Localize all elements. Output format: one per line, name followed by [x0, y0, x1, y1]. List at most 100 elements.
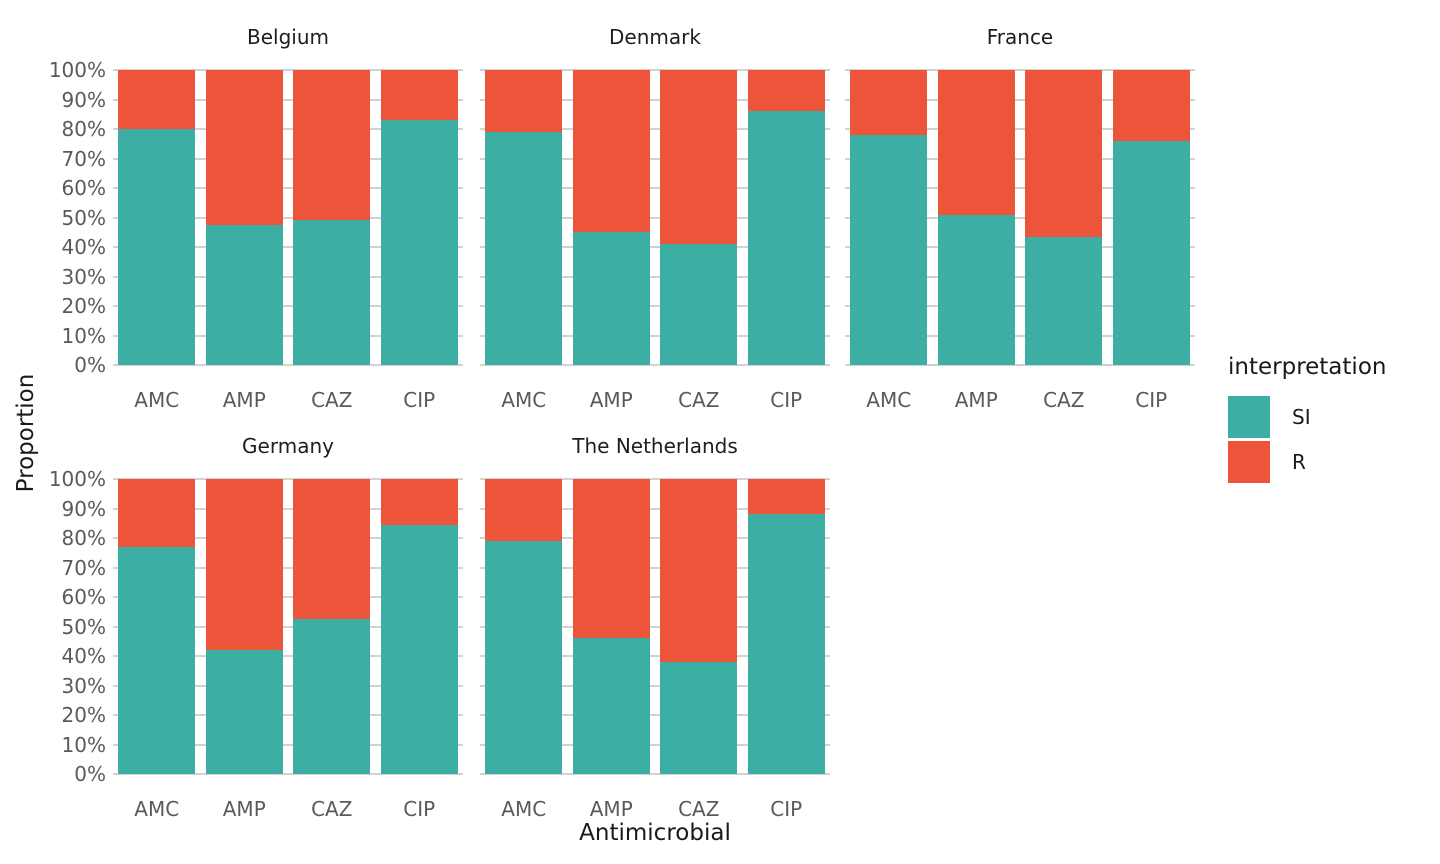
bar-segment-si	[747, 111, 825, 365]
y-tick-label-50: 50%	[61, 205, 106, 230]
x-tick-label-caz: CAZ	[678, 388, 720, 412]
bar-segment-si	[1025, 236, 1103, 365]
bar-segment-r	[293, 479, 371, 620]
gridline-40	[480, 655, 830, 657]
bar-segment-r	[747, 479, 825, 515]
x-tick-label-amp: AMP	[589, 797, 633, 821]
bar-segment-si	[572, 638, 650, 774]
bar-segment-r	[205, 479, 283, 651]
gridline-0	[480, 364, 830, 366]
gridline-70	[113, 566, 463, 569]
gridline-100	[113, 478, 463, 480]
gridline-80	[113, 128, 463, 130]
gridline-40	[113, 655, 463, 657]
x-tick-label-amp: AMP	[222, 388, 266, 412]
y-axis-ticks-row-1: 0% 10% 20% 30% 40% 50% 60% 70% 80% 90% 100%	[28, 58, 106, 377]
gridline-90	[845, 98, 1195, 101]
facet-netherlands: The Netherlands AMC AMP CAZ CIP	[480, 434, 830, 822]
gridline-90	[113, 507, 463, 510]
bar-belgium-cip	[380, 70, 458, 365]
bar-segment-r	[293, 70, 371, 221]
gridline-70	[845, 157, 1195, 160]
x-tick-label-amc: AMC	[134, 388, 180, 412]
y-tick-label-40: 40%	[61, 644, 106, 668]
gridline-80	[480, 537, 830, 539]
facet-title: France	[986, 25, 1054, 49]
panel-france	[845, 69, 1195, 366]
bar-segment-si	[850, 134, 928, 365]
x-tick-label-caz: CAZ	[678, 797, 720, 821]
gridline-50	[113, 216, 463, 219]
bar-france-cip	[1112, 70, 1190, 365]
bar-segment-si	[747, 514, 825, 774]
facet-belgium: Belgium AMC AMP CAZ CIP	[113, 25, 463, 413]
gridline-60	[113, 596, 463, 598]
bar-belgium-caz	[293, 70, 371, 365]
x-tick-label-amc: AMC	[501, 797, 547, 821]
gridline-70	[480, 157, 830, 160]
bar-denmark-cip	[747, 70, 825, 365]
bar-segment-r	[937, 70, 1015, 215]
x-tick-label-amc: AMC	[866, 388, 912, 412]
y-tick-label-100: 100%	[48, 58, 106, 82]
gridline-10	[113, 334, 463, 337]
panel-belgium	[113, 69, 463, 366]
facet-title: Belgium	[247, 25, 329, 49]
y-axis-ticks-row-2: 0% 10% 20% 30% 40% 50% 60% 70% 80% 90% 100%	[28, 467, 106, 786]
y-tick-label-30: 30%	[61, 264, 106, 289]
gridline-40	[845, 246, 1195, 248]
gridline-0	[480, 773, 830, 775]
legend-label-r: R	[1292, 450, 1306, 474]
x-tick-label-amc: AMC	[501, 388, 547, 412]
bar-the-netherlands-amp	[572, 479, 650, 774]
facet-france: France AMC AMP CAZ CIP	[845, 25, 1195, 413]
y-tick-label-30: 30%	[61, 673, 106, 698]
gridline-100	[845, 69, 1195, 71]
gridline-50	[113, 625, 463, 628]
y-tick-label-70: 70%	[61, 555, 106, 580]
gridline-90	[480, 98, 830, 101]
x-tick-label-cip: CIP	[770, 797, 803, 821]
gridline-100	[113, 69, 463, 71]
bar-segment-r	[572, 70, 650, 233]
x-axis-labels: AMC AMP CAZ CIP	[480, 796, 830, 822]
gridline-90	[113, 98, 463, 101]
legend-item-si: SI	[1228, 396, 1386, 438]
gridline-30	[845, 275, 1195, 278]
bar-the-netherlands-cip	[747, 479, 825, 774]
bar-belgium-amc	[118, 70, 196, 365]
y-tick-label-60: 60%	[61, 176, 106, 200]
bar-segment-si	[380, 524, 458, 774]
gridline-80	[113, 537, 463, 539]
gridline-0	[845, 364, 1195, 366]
gridline-60	[480, 596, 830, 598]
bar-france-amc	[850, 70, 928, 365]
bar-segment-r	[747, 70, 825, 112]
gridline-0	[113, 364, 463, 366]
gridline-60	[480, 187, 830, 189]
bar-belgium-amp	[205, 70, 283, 365]
legend-swatch-si	[1228, 396, 1270, 438]
y-tick-label-60: 60%	[61, 585, 106, 609]
gridline-20	[113, 714, 463, 716]
gridline-100	[480, 69, 830, 71]
facet-title: The Netherlands	[572, 434, 738, 458]
x-tick-label-amp: AMP	[222, 797, 266, 821]
x-axis-labels: AMC AMP CAZ CIP	[113, 387, 463, 413]
y-tick-label-100: 100%	[48, 467, 106, 491]
bar-segment-r	[485, 479, 563, 541]
bar-segment-si	[118, 546, 196, 774]
gridline-50	[480, 216, 830, 219]
bar-segment-r	[485, 70, 563, 132]
gridline-30	[113, 275, 463, 278]
legend-label-si: SI	[1292, 405, 1311, 429]
legend-swatch-r	[1228, 441, 1270, 483]
bar-france-caz	[1025, 70, 1103, 365]
bar-segment-r	[118, 479, 196, 547]
gridline-100	[480, 478, 830, 480]
gridline-60	[113, 187, 463, 189]
x-tick-label-cip: CIP	[770, 388, 803, 412]
bar-segment-r	[380, 70, 458, 121]
y-tick-label-0: 0%	[74, 353, 106, 377]
